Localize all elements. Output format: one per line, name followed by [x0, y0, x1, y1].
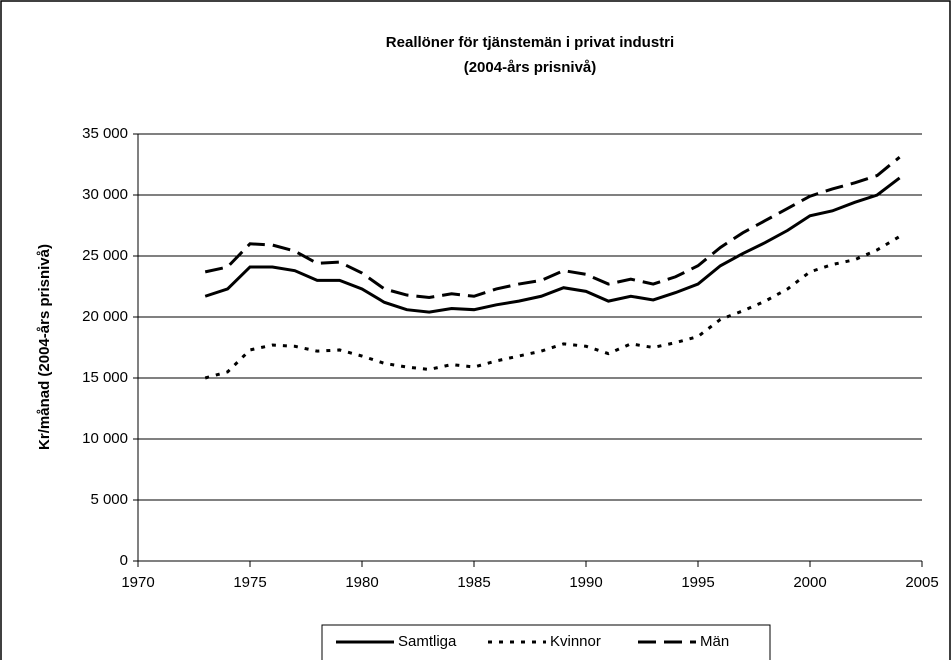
y-tick-label: 20 000 [82, 308, 128, 325]
x-tick-label: 1970 [121, 574, 154, 591]
x-tick-label: 1990 [569, 574, 602, 591]
y-tick-label: 30 000 [82, 186, 128, 203]
x-tick-label: 1980 [345, 574, 378, 591]
y-tick-label: 25 000 [82, 247, 128, 264]
x-tick-label: 2000 [793, 574, 826, 591]
legend-label: Män [700, 633, 729, 650]
x-tick-label: 2005 [905, 574, 938, 591]
chart-title: Reallöner för tjänstemän i privat indust… [386, 34, 674, 51]
y-axis-label: Kr/månad (2004-års prisnivå) [36, 244, 53, 450]
x-tick-label: 1985 [457, 574, 490, 591]
y-tick-label: 15 000 [82, 369, 128, 386]
chart-subtitle: (2004-års prisnivå) [464, 59, 597, 76]
y-tick-label: 35 000 [82, 125, 128, 142]
x-tick-label: 1975 [233, 574, 266, 591]
x-tick-label: 1995 [681, 574, 714, 591]
series-line [204, 156, 901, 299]
series-line [204, 176, 901, 314]
legend-label: Kvinnor [550, 633, 601, 650]
y-tick-label: 10 000 [82, 430, 128, 447]
series-line [204, 235, 901, 380]
legend-label: Samtliga [398, 633, 457, 650]
y-tick-label: 5 000 [90, 491, 128, 508]
y-tick-label: 0 [120, 552, 128, 569]
